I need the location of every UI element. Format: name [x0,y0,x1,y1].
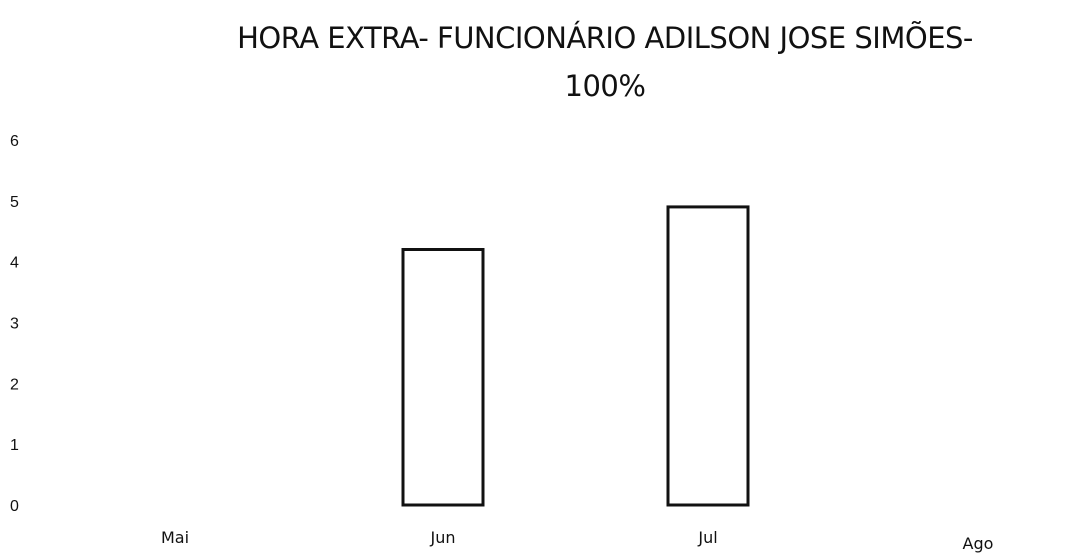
y-tick-label: 0 [10,498,19,515]
x-axis-labels: Mai Jun Jul Ago [161,528,993,553]
bars [401,205,750,507]
y-tick-label: 4 [10,255,19,272]
y-axis-ticks: 0 1 2 3 4 5 6 [10,133,19,515]
y-tick-label: 3 [10,316,19,333]
chart-title: HORA EXTRA- FUNCIONÁRIO ADILSON JOSE SIM… [150,14,1060,110]
y-tick-label: 1 [10,437,19,454]
x-category-label-jul: Jul [697,528,717,547]
y-tick-label: 6 [10,133,19,150]
bar-jun [401,248,485,507]
x-category-label-jun: Jun [430,528,456,547]
y-tick-label: 2 [10,376,19,393]
chart-title-line-2: 100% [564,69,646,103]
x-category-label-ago: Ago [963,534,994,553]
bar-jul [666,205,750,507]
x-category-label-mai: Mai [161,528,189,547]
y-tick-label: 5 [10,194,19,211]
chart-title-line-1: HORA EXTRA- FUNCIONÁRIO ADILSON JOSE SIM… [237,21,973,55]
